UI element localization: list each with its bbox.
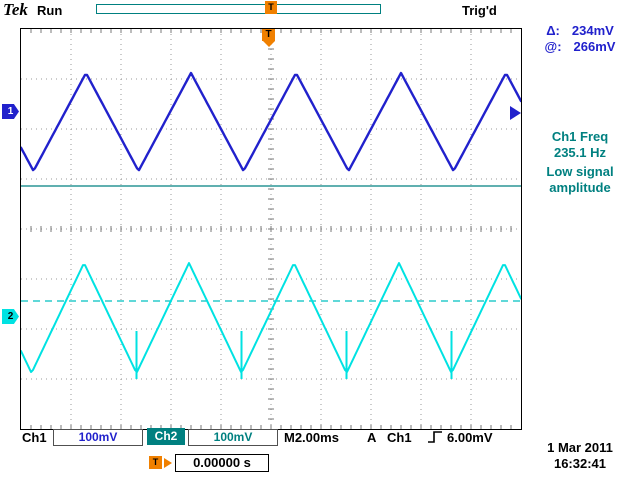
ch2-position-marker: 2 (2, 309, 19, 324)
ch1-freq-readout: Ch1 Freq 235.1 Hz Low signal amplitude (521, 129, 639, 196)
ch2-scale: 100mV (188, 429, 278, 446)
ch1-trace (21, 71, 521, 172)
acquisition-status: Run (37, 3, 63, 18)
at-value: 266mV (573, 39, 616, 54)
ch1-position-marker: 1 (2, 104, 19, 119)
trigger-source: Ch1 (387, 430, 412, 445)
cursor-readout: Δ: 234mV @: 266mV (524, 23, 636, 55)
trigger-position-flag: T (262, 29, 275, 41)
freq-title: Ch1 Freq (551, 129, 609, 144)
record-trigger-marker: T (265, 1, 277, 14)
trigger-status: Trig'd (462, 3, 497, 18)
graticule-grid (21, 29, 521, 429)
freq-value: 235.1 Hz (553, 145, 607, 160)
waveform-plot (21, 29, 521, 429)
delta-value: 234mV (571, 23, 614, 38)
trigger-position-flag-tip (263, 41, 275, 47)
date-label: 1 Mar 2011 (547, 440, 613, 455)
ch2-label: Ch2 (147, 428, 185, 445)
record-view-bar (96, 4, 381, 14)
trigger-position-arrow-icon (164, 458, 172, 468)
warning-line1: Low signal (546, 164, 614, 179)
ch1-scale: 100mV (53, 429, 143, 446)
tek-logo: Tek (3, 0, 28, 19)
ch2-trace (21, 262, 521, 373)
ch1-label: Ch1 (22, 430, 47, 445)
trigger-mode: A (367, 430, 377, 445)
trigger-position-marker: T (149, 456, 162, 469)
warning-line2: amplitude (549, 180, 611, 195)
trigger-position-value: 0.00000 s (175, 454, 269, 472)
time-label: 16:32:41 (553, 456, 607, 471)
delta-label: Δ: (546, 23, 560, 38)
rising-edge-icon (428, 431, 442, 443)
timebase: M2.00ms (284, 430, 339, 445)
at-label: @: (544, 39, 562, 54)
graticule (20, 28, 522, 430)
trigger-level-arrow-icon (510, 106, 521, 120)
trigger-level: 6.00mV (447, 430, 493, 445)
